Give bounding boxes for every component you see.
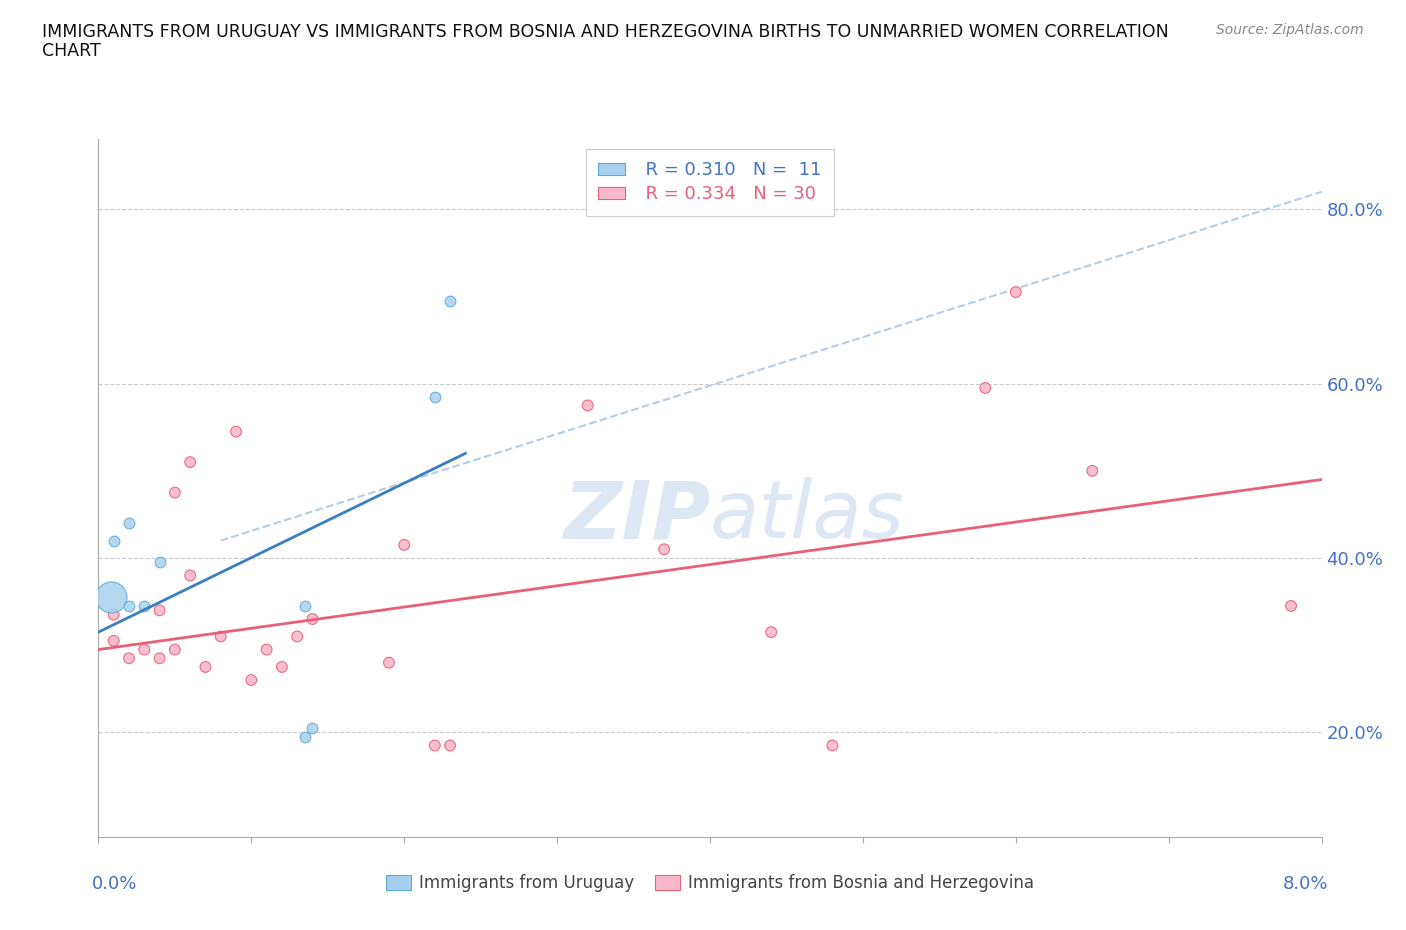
Point [423, 738, 446, 753]
Point [439, 738, 461, 753]
Point [240, 672, 263, 687]
Point [1081, 463, 1104, 478]
Point [118, 651, 141, 666]
Point [423, 390, 446, 405]
Point [100, 590, 122, 604]
Point [118, 599, 141, 614]
Point [209, 629, 232, 644]
Point [103, 633, 125, 648]
Point [294, 599, 316, 614]
Point [194, 659, 217, 674]
Point [179, 568, 201, 583]
Point [134, 599, 156, 614]
Point [103, 607, 125, 622]
Point [163, 642, 186, 657]
Point [163, 485, 186, 500]
Point [134, 642, 156, 657]
Point [149, 651, 172, 666]
Text: 8.0%: 8.0% [1282, 875, 1327, 894]
Text: ZIP: ZIP [562, 477, 710, 555]
Text: 0.0%: 0.0% [93, 875, 138, 894]
Point [149, 603, 172, 618]
Point [576, 398, 599, 413]
Point [294, 729, 316, 744]
Point [225, 424, 247, 439]
Point [285, 629, 308, 644]
Text: IMMIGRANTS FROM URUGUAY VS IMMIGRANTS FROM BOSNIA AND HERZEGOVINA BIRTHS TO UNMA: IMMIGRANTS FROM URUGUAY VS IMMIGRANTS FR… [42, 23, 1168, 41]
Point [1004, 285, 1026, 299]
Point [652, 542, 675, 557]
Legend: Immigrants from Uruguay, Immigrants from Bosnia and Herzegovina: Immigrants from Uruguay, Immigrants from… [380, 867, 1040, 898]
Point [392, 538, 416, 552]
Point [439, 293, 461, 308]
Point [1279, 599, 1302, 614]
Point [179, 455, 201, 470]
Point [256, 642, 278, 657]
Text: Source: ZipAtlas.com: Source: ZipAtlas.com [1216, 23, 1364, 37]
Point [378, 655, 401, 670]
Point [118, 515, 141, 530]
Point [821, 738, 844, 753]
Point [301, 612, 323, 627]
Point [301, 721, 323, 736]
Point [974, 380, 997, 395]
Text: CHART: CHART [42, 42, 101, 60]
Point [759, 625, 782, 640]
Point [270, 659, 294, 674]
Text: atlas: atlas [710, 477, 905, 555]
Point [149, 555, 172, 570]
Point [103, 533, 125, 548]
